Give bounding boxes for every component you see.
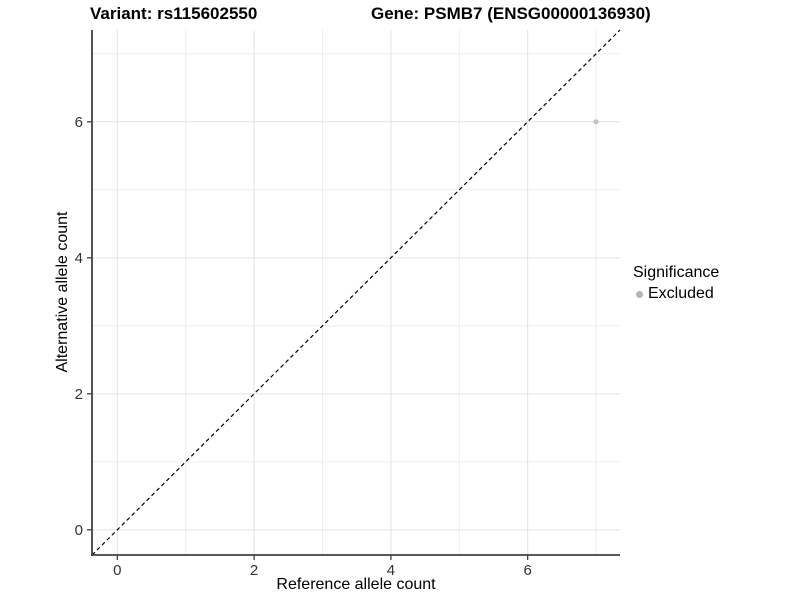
x-axis-title: Reference allele count (276, 576, 436, 593)
legend-entry-excluded: Excluded (633, 285, 719, 303)
legend: Significance Excluded (633, 264, 719, 303)
x-tick-label: 0 (113, 562, 121, 579)
gene-title: Gene: PSMB7 (ENSG00000136930) (371, 4, 651, 23)
data-point (593, 119, 599, 125)
x-tick-label: 6 (523, 562, 531, 579)
x-tick-label: 2 (250, 562, 258, 579)
y-tick-label: 4 (75, 250, 83, 267)
y-axis-title: Alternative allele count (54, 211, 71, 373)
variant-title: Variant: rs115602550 (90, 4, 258, 23)
legend-entry-label: Excluded (648, 285, 714, 302)
legend-title: Significance (633, 264, 720, 281)
identity-dashed-line (91, 29, 621, 556)
y-tick-label: 6 (75, 114, 83, 131)
x-tick-label: 4 (387, 562, 395, 579)
excluded-point-icon (636, 290, 643, 298)
y-tick-label: 2 (75, 386, 83, 403)
y-tick-label: 0 (75, 522, 83, 539)
